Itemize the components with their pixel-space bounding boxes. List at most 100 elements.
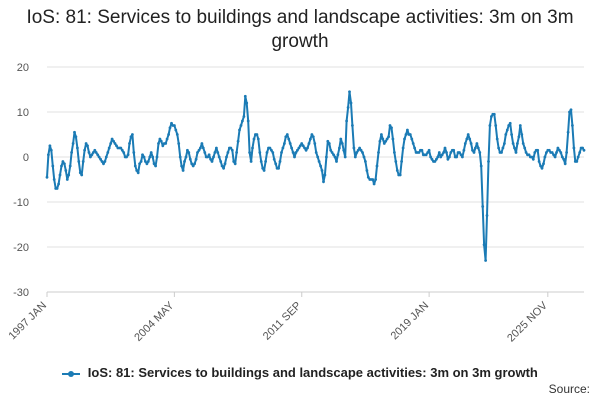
data-point [93,148,97,152]
data-point [138,162,142,166]
data-point [448,155,451,159]
data-point [362,155,366,159]
data-point [358,146,361,150]
data-point [70,151,73,154]
data-point [378,139,382,143]
data-point [76,146,79,150]
y-tick-label: 20 [17,62,29,74]
data-point [332,153,335,157]
data-point [290,146,293,150]
data-point [563,162,567,166]
data-point [408,133,412,136]
data-point [327,142,331,145]
data-point [309,137,312,141]
data-point [158,137,162,141]
data-point [307,142,311,145]
data-point [385,137,389,141]
data-point [459,153,463,157]
data-point [68,164,72,168]
data-point [197,148,201,152]
data-point [304,148,308,152]
data-point [472,151,476,154]
data-point [300,142,304,145]
data-point [449,151,453,154]
data-point [193,162,197,166]
data-point [433,160,437,163]
data-point [271,151,275,154]
legend[interactable]: IoS: 81: Services to buildings and lands… [0,365,600,380]
data-point [306,146,309,150]
data-point [261,166,265,170]
data-point [45,175,49,179]
data-point [471,148,474,152]
data-point [501,146,505,150]
data-point [410,137,414,141]
data-point [524,151,528,154]
data-point [63,162,66,166]
data-point [553,155,557,159]
data-point [303,146,306,150]
data-point [582,148,586,152]
data-point [430,157,434,161]
data-point [145,162,149,166]
data-point [125,155,128,159]
data-point [552,153,555,157]
data-point [293,155,296,159]
data-point [395,169,399,172]
data-point [81,160,85,163]
data-point [190,162,194,166]
data-point [565,151,568,154]
data-point [84,142,88,145]
data-point [248,151,252,154]
data-point [348,90,351,94]
data-point [417,151,421,154]
data-point [131,133,134,136]
data-point [411,142,415,145]
data-point [335,160,338,163]
data-point [167,133,171,136]
data-point [220,164,224,168]
data-point [474,146,477,150]
data-point [91,151,95,154]
data-point [317,160,321,163]
data-point [555,151,558,154]
data-point [225,155,228,159]
legend-line-marker [62,369,81,379]
data-point [239,124,243,127]
data-point [67,173,71,177]
data-point [510,133,513,136]
data-point [398,173,402,177]
data-point [77,160,81,163]
data-point [104,155,108,159]
data-point [575,160,579,163]
data-point [272,157,276,161]
data-point [178,155,182,159]
data-point [527,153,531,157]
data-point [94,151,98,154]
data-point [49,148,53,152]
data-point [462,148,466,152]
data-point [99,157,102,161]
data-point [209,157,213,161]
data-point [255,133,259,136]
data-point [129,135,133,139]
data-point [146,160,150,163]
data-point [543,155,547,159]
data-point [222,166,226,170]
data-point [74,135,78,139]
data-point [316,155,320,159]
data-point [325,155,328,159]
data-point [86,144,89,148]
series-line [46,90,585,262]
data-point [531,157,535,161]
data-point [435,157,438,161]
data-point [323,173,327,177]
data-point [343,155,347,159]
data-point [177,142,181,145]
data-point [572,146,576,150]
data-point [391,137,395,141]
data-point [187,151,191,154]
data-point [135,169,139,172]
data-point [291,151,295,154]
